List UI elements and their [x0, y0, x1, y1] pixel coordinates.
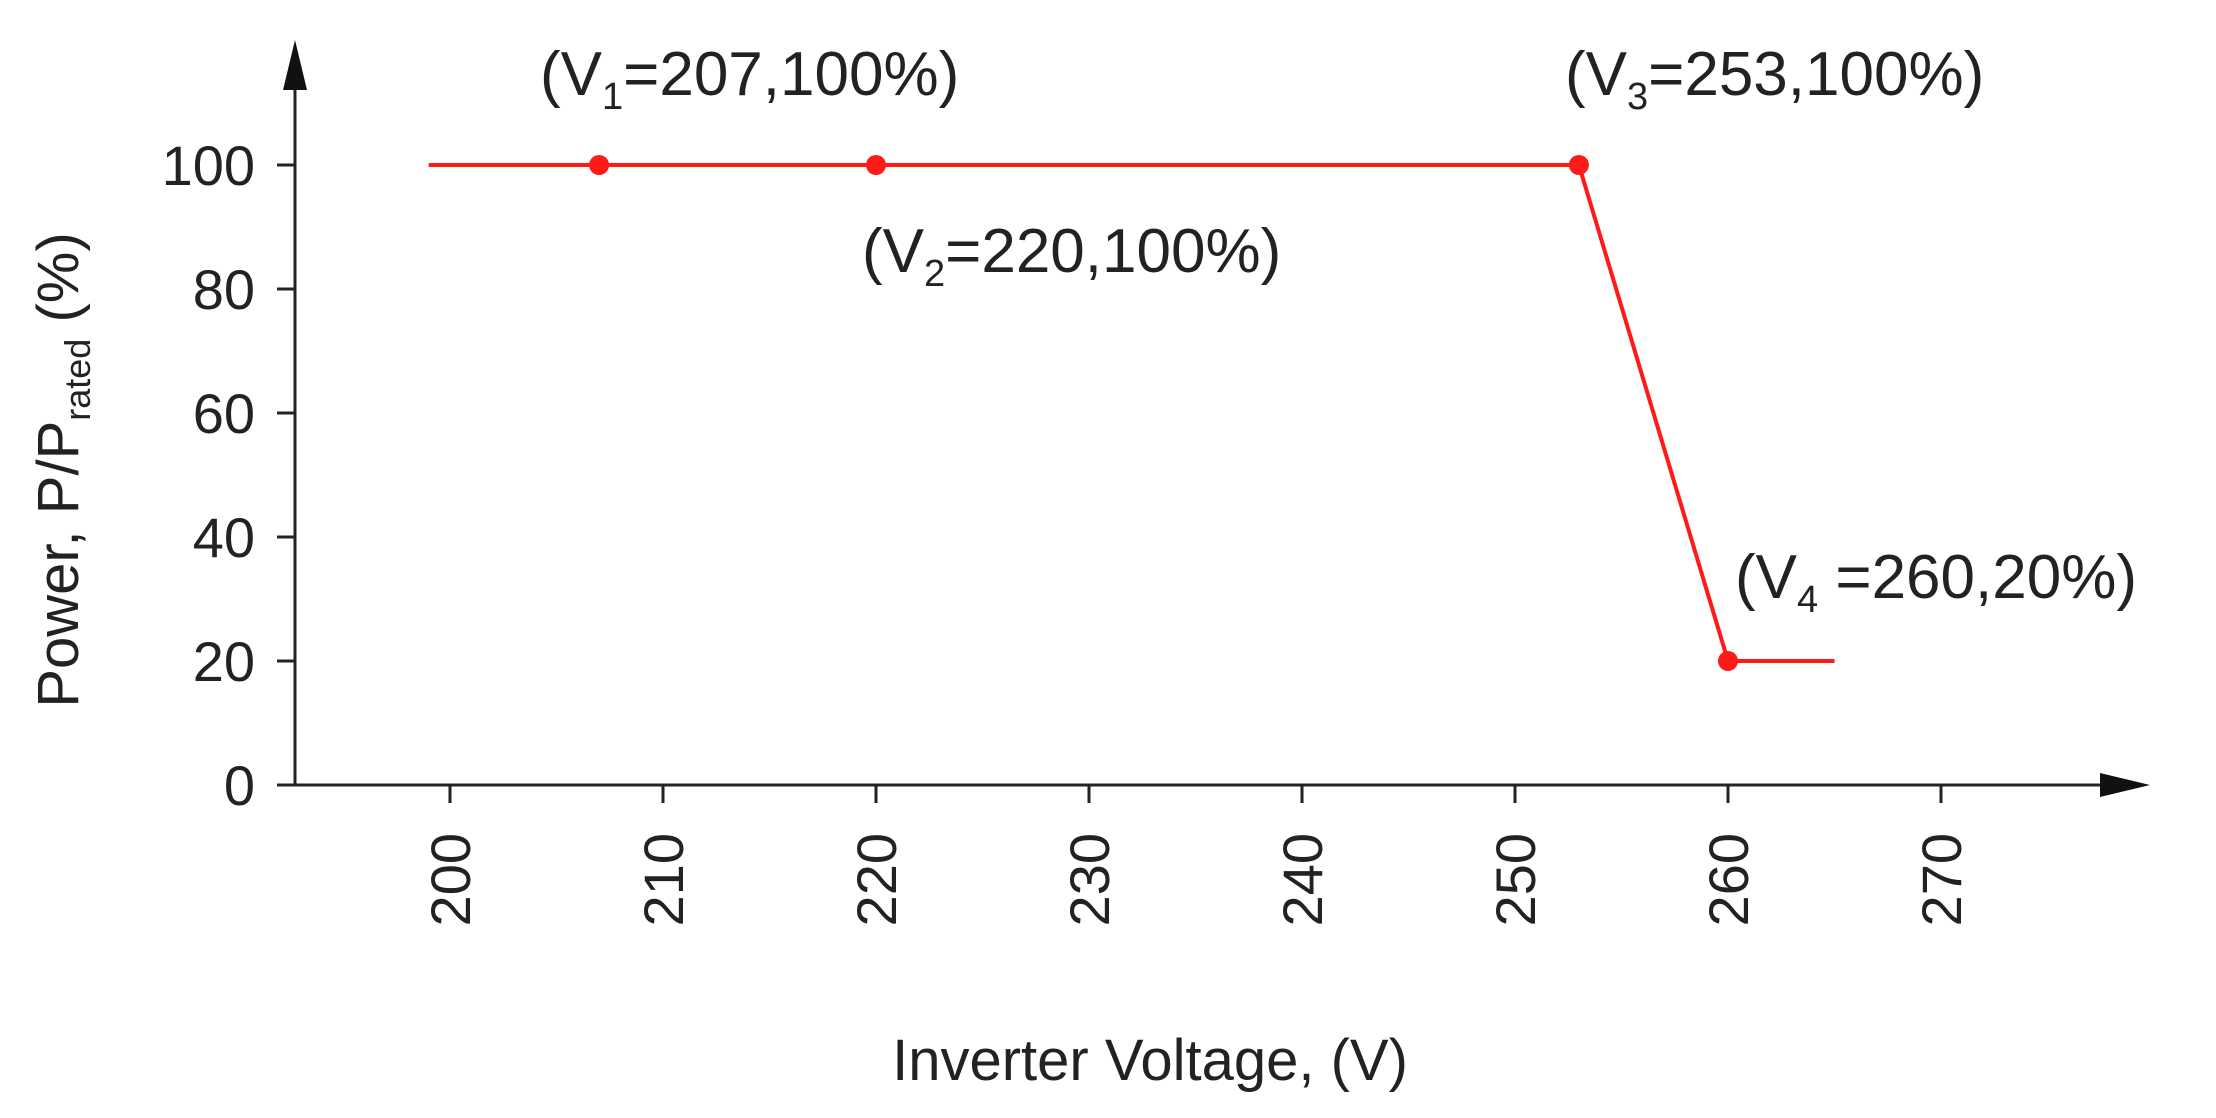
x-tick-label: 240 [1271, 833, 1334, 926]
point-annotation: (V1=207,100%) [540, 40, 959, 118]
power-curve-line [428, 163, 1835, 663]
x-axis-label: Inverter Voltage, (V) [892, 1028, 1408, 1093]
data-point-marker [1718, 651, 1738, 671]
y-tick-label: 80 [193, 258, 255, 321]
x-tick-label: 200 [419, 833, 482, 926]
point-annotation: (V3=253,100%) [1565, 40, 1984, 118]
tick-marks [277, 163, 1943, 803]
data-series [428, 163, 1835, 663]
x-axis-arrow [2100, 773, 2150, 797]
text-labels: 0 20 40 60 80 100 200 210 220 230 240 250 260 270 (V1=… [26, 40, 2137, 1093]
data-markers [589, 155, 1738, 671]
axes [283, 40, 2150, 797]
x-tick-label: 270 [1910, 833, 1973, 926]
x-tick-label: 210 [632, 833, 695, 926]
y-tick-label: 0 [224, 754, 255, 817]
y-axis-label: Power, P/Prated (%) [26, 232, 98, 707]
y-tick-label: 100 [162, 134, 255, 197]
data-point-marker [589, 155, 610, 175]
y-tick-label: 40 [193, 506, 255, 569]
x-tick-label: 230 [1058, 833, 1121, 926]
data-point-marker [866, 155, 886, 175]
y-tick-label: 60 [193, 382, 255, 445]
x-tick-label: 220 [845, 833, 908, 926]
point-annotation: (V2=220,100%) [862, 217, 1281, 295]
y-axis-arrow [283, 40, 307, 90]
x-tick-label: 250 [1484, 833, 1547, 926]
y-tick-label: 20 [193, 630, 255, 693]
point-annotation: (V4 =260,20%) [1735, 543, 2137, 621]
data-point-marker [1568, 155, 1589, 175]
x-tick-label: 260 [1697, 833, 1760, 926]
